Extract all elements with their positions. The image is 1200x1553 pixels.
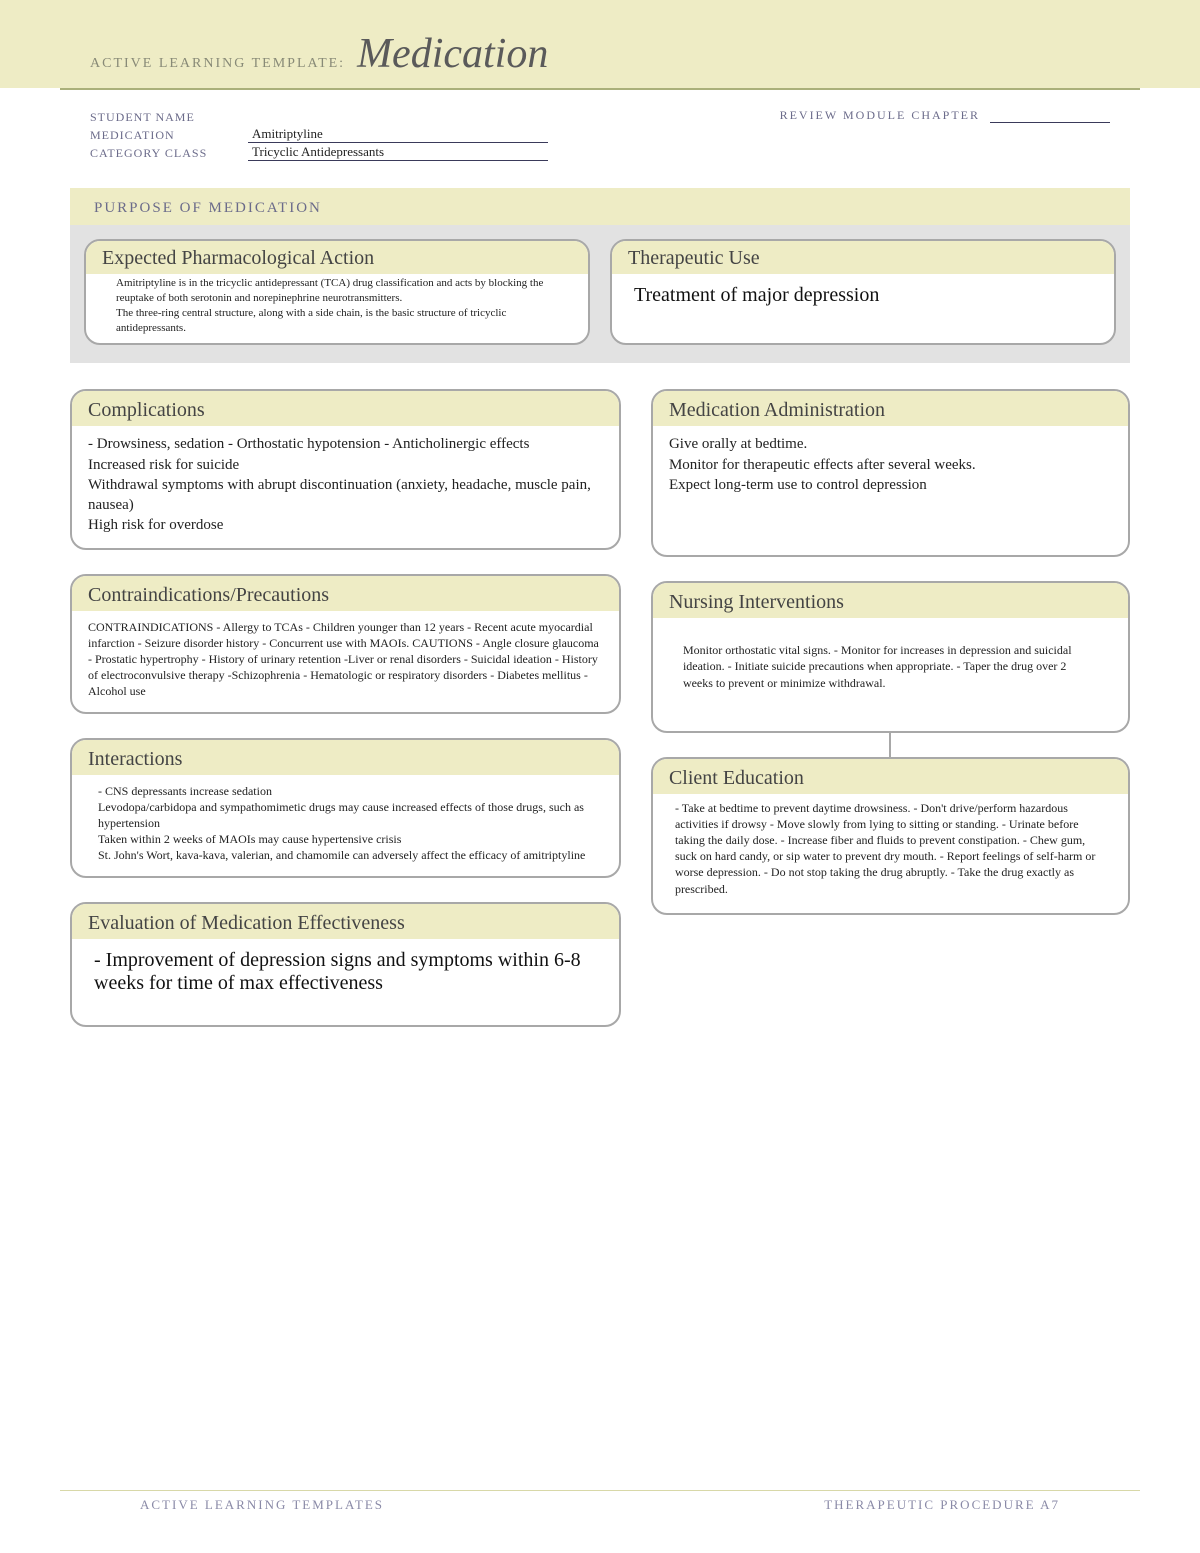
nursing-text: Monitor orthostatic vital signs. - Monit…: [653, 618, 1128, 731]
nursing-title: Nursing Interventions: [653, 583, 1128, 618]
contra-title: Contraindications/Precautions: [72, 576, 619, 611]
meta-fields: Amitriptyline Tricyclic Antidepressants: [248, 108, 548, 161]
category-value: Tricyclic Antidepressants: [248, 143, 548, 161]
left-column: Complications - Drowsiness, sedation - O…: [70, 389, 621, 1026]
client-text: - Take at bedtime to prevent daytime dro…: [653, 794, 1128, 913]
review-line: [990, 109, 1110, 123]
category-label: CATEGORY CLASS: [90, 144, 230, 162]
complications-title: Complications: [72, 391, 619, 426]
interactions-card: Interactions - CNS depressants increase …: [70, 738, 621, 878]
admin-text: Give orally at bedtime. Monitor for ther…: [653, 426, 1128, 555]
template-label: ACTIVE LEARNING TEMPLATE:: [90, 56, 345, 71]
complications-card: Complications - Drowsiness, sedation - O…: [70, 389, 621, 549]
eval-title: Evaluation of Medication Effectiveness: [72, 904, 619, 939]
review-module: REVIEW MODULE CHAPTER: [780, 108, 1110, 123]
content-columns: Complications - Drowsiness, sedation - O…: [70, 389, 1130, 1026]
footer-left: ACTIVE LEARNING TEMPLATES: [140, 1497, 384, 1513]
therapeutic-use-card: Therapeutic Use Treatment of major depre…: [610, 239, 1116, 345]
footer: ACTIVE LEARNING TEMPLATES THERAPEUTIC PR…: [60, 1490, 1140, 1513]
nursing-interventions-card: Nursing Interventions Monitor orthostati…: [651, 581, 1130, 733]
meta-labels: STUDENT NAME MEDICATION CATEGORY CLASS: [90, 108, 230, 162]
student-name-label: STUDENT NAME: [90, 108, 230, 126]
review-label: REVIEW MODULE CHAPTER: [780, 108, 980, 123]
client-title: Client Education: [653, 759, 1128, 794]
medication-label: MEDICATION: [90, 126, 230, 144]
header-band: ACTIVE LEARNING TEMPLATE: Medication: [0, 0, 1200, 88]
evaluation-card: Evaluation of Medication Effectiveness -…: [70, 902, 621, 1027]
interactions-title: Interactions: [72, 740, 619, 775]
student-name-blank: [248, 108, 548, 125]
epa-title: Expected Pharmacological Action: [86, 241, 588, 274]
medication-administration-card: Medication Administration Give orally at…: [651, 389, 1130, 557]
template-title: Medication: [357, 31, 548, 77]
footer-right: THERAPEUTIC PROCEDURE A7: [824, 1497, 1060, 1513]
complications-text: - Drowsiness, sedation - Orthostatic hyp…: [72, 426, 619, 547]
purpose-section-title: PURPOSE OF MEDICATION: [70, 188, 1130, 225]
eval-text: - Improvement of depression signs and sy…: [72, 939, 619, 1025]
meta-row: STUDENT NAME MEDICATION CATEGORY CLASS A…: [0, 90, 1200, 168]
client-education-card: Client Education - Take at bedtime to pr…: [651, 757, 1130, 915]
medication-value: Amitriptyline: [248, 125, 548, 143]
purpose-body: Expected Pharmacological Action Amitript…: [70, 225, 1130, 363]
page: ACTIVE LEARNING TEMPLATE: Medication STU…: [0, 0, 1200, 1553]
interactions-text: - CNS depressants increase sedation Levo…: [72, 775, 619, 876]
admin-title: Medication Administration: [653, 391, 1128, 426]
expected-pharmacological-action-card: Expected Pharmacological Action Amitript…: [84, 239, 590, 345]
epa-text: Amitriptyline is in the tricyclic antide…: [86, 274, 588, 343]
connector-line: [889, 733, 891, 757]
therapeutic-title: Therapeutic Use: [612, 241, 1114, 274]
right-column: Medication Administration Give orally at…: [651, 389, 1130, 1026]
contra-text: CONTRAINDICATIONS - Allergy to TCAs - Ch…: [72, 611, 619, 712]
contraindications-card: Contraindications/Precautions CONTRAINDI…: [70, 574, 621, 714]
therapeutic-text: Treatment of major depression: [612, 274, 1114, 337]
